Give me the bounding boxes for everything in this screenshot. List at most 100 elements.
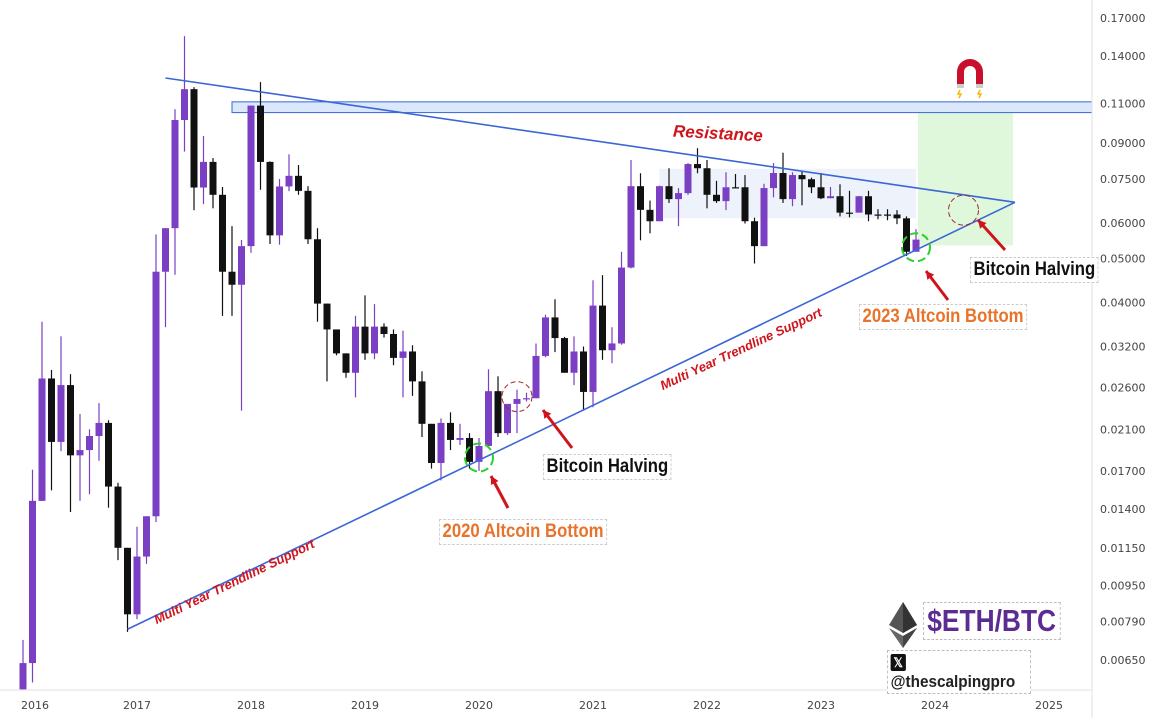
candle-body [456, 437, 464, 440]
candle-body [504, 403, 511, 434]
candle-body [333, 329, 340, 354]
price-tick-label: 0.17000 [1100, 12, 1146, 25]
candle-body [124, 547, 131, 615]
halving-2020-label: Bitcoin Halving [543, 454, 672, 480]
green-circle-marker [464, 442, 494, 473]
consolidation-zone [659, 168, 916, 219]
candle-body [219, 194, 226, 272]
candle-body [190, 89, 198, 188]
price-tick-label: 0.02100 [1100, 423, 1146, 436]
candle-body [665, 186, 673, 200]
candle-body [874, 214, 882, 216]
candle-body [57, 385, 65, 442]
candle-body [475, 445, 483, 462]
candle-body [618, 267, 625, 344]
candle-body [247, 105, 255, 247]
candle-body [608, 343, 616, 351]
candle-body [789, 175, 796, 200]
candle-body [19, 663, 27, 690]
candle-body [903, 218, 910, 252]
time-tick-label: 2023 [807, 699, 835, 712]
candle-body [551, 317, 559, 339]
candle-body [722, 187, 730, 202]
price-axis[interactable]: 0.17000 0.14000 0.11000 0.09000 0.07500 0.060… [1100, 12, 1146, 667]
candle-body [893, 214, 901, 219]
pair-title: $ETH/BTC [923, 602, 1061, 640]
candle-body [646, 209, 654, 222]
halving-2024-label: Bitcoin Halving [970, 257, 1099, 283]
x-logo-icon: 𝕏 [890, 654, 906, 671]
candle-body [513, 399, 521, 404]
arrow-head-icon [978, 220, 987, 229]
candle-body [48, 378, 55, 442]
candle-body [542, 317, 549, 356]
time-tick-label: 2020 [465, 699, 493, 712]
candle-body [418, 381, 426, 424]
candle-body [95, 422, 103, 437]
social-handle: 𝕏@thescalpingpro [887, 650, 1031, 694]
spark-icon [956, 89, 963, 99]
candle-body [114, 486, 122, 548]
support-trendline [127, 201, 1016, 630]
price-tick-label: 0.07500 [1100, 173, 1146, 186]
time-tick-label: 2022 [693, 699, 721, 712]
candle-body [152, 271, 160, 517]
time-tick-label: 2016 [21, 699, 49, 712]
candle-body [532, 355, 540, 399]
green-circle-marker [901, 232, 931, 263]
price-tick-label: 0.03200 [1100, 341, 1146, 354]
candle-body [295, 175, 302, 191]
candle-body [181, 89, 188, 121]
candle-body [162, 228, 169, 272]
candle-body [703, 168, 711, 195]
candle-body [437, 422, 445, 463]
resistance-trendline [165, 77, 1016, 204]
price-tick-label: 0.01400 [1100, 503, 1146, 516]
candles [19, 36, 920, 690]
magnet-pole [957, 84, 964, 88]
time-tick-label: 2025 [1035, 699, 1063, 712]
candle-body [257, 105, 264, 162]
red-circle-marker [948, 194, 979, 226]
candle-body [732, 187, 739, 189]
candle-body [29, 500, 36, 664]
candle-body [637, 186, 644, 210]
time-tick-label: 2021 [579, 699, 607, 712]
spark-icon [976, 89, 983, 99]
candle-body [741, 187, 749, 222]
price-tick-label: 0.00790 [1100, 616, 1146, 629]
candle-body [238, 246, 245, 285]
time-tick-label: 2017 [123, 699, 151, 712]
arrow-head-icon [490, 476, 499, 485]
magnet-body [957, 59, 983, 84]
brand-watermark: $ETH/BTC 𝕏@thescalpingpro [885, 600, 1061, 694]
red-circle-marker [501, 381, 533, 413]
candle-body [200, 161, 207, 188]
candle-body [798, 175, 806, 180]
projection-box [918, 112, 1013, 246]
candle-body [599, 305, 606, 351]
bottom-2020-label: 2020 Altcoin Bottom [439, 519, 608, 545]
candle-body [67, 385, 74, 456]
candle-body [105, 422, 112, 487]
candle-body [694, 164, 701, 169]
candle-body [466, 437, 473, 462]
candle-body [352, 326, 359, 373]
time-axis[interactable]: 2016 2017 2018 2019 2020 2021 2022 2023 2024 2025 [21, 699, 1063, 712]
candle-body [884, 214, 891, 216]
candle-body [447, 422, 454, 440]
candle-body [770, 173, 777, 189]
candle-body [912, 239, 920, 252]
candle-body [627, 186, 635, 268]
candle-body [846, 212, 853, 214]
price-tick-label: 0.05000 [1100, 253, 1146, 266]
candle-body [276, 186, 283, 236]
arrow-head-icon [926, 271, 935, 280]
candle-body [86, 436, 93, 451]
candle-body [323, 303, 331, 330]
magnet-icon [956, 59, 983, 99]
candle-body [361, 326, 369, 354]
arrow-shaft [541, 409, 574, 449]
annotation-layer [127, 59, 1016, 630]
